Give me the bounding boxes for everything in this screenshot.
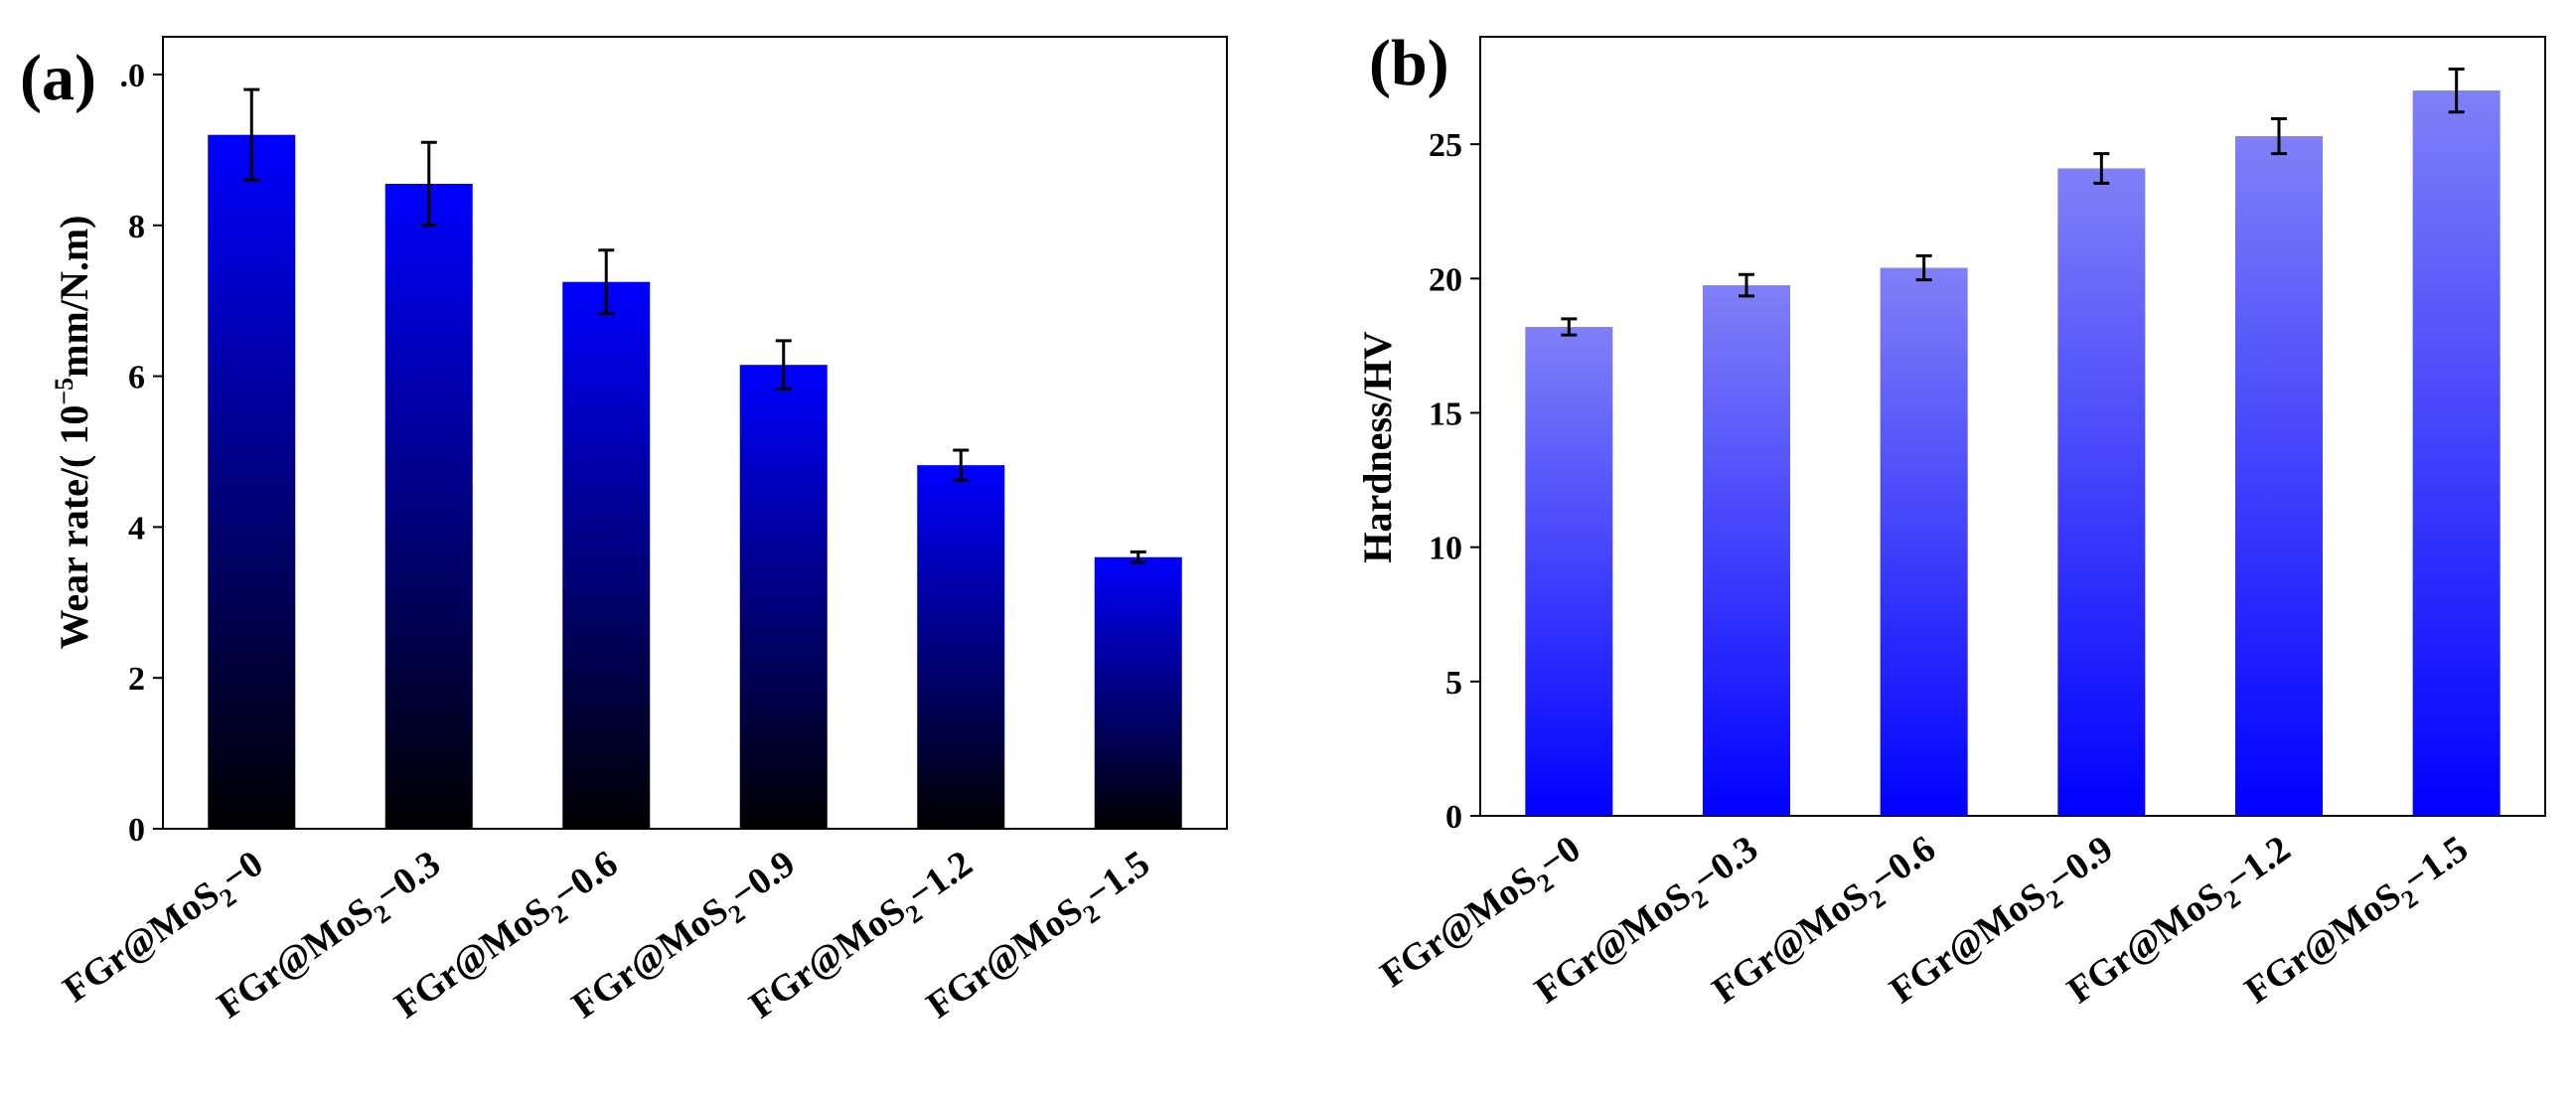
bar [1094, 556, 1182, 829]
bar [2412, 90, 2500, 816]
error-bar [2448, 67, 2465, 114]
error-bar [1561, 317, 1578, 337]
panel-b-label: (b) [1369, 27, 1449, 99]
bar [562, 281, 651, 829]
y-tick-label: 15 [1429, 395, 1462, 432]
error-bar [1130, 550, 1146, 564]
panel-a-label: (a) [20, 42, 96, 114]
y-tick-label: 5 [1445, 665, 1462, 702]
panel-b-x-tick-labels: FGr@MoS2−0FGr@MoS2−0.3FGr@MoS2−0.6FGr@Mo… [1373, 828, 2476, 1012]
bar [1703, 285, 1790, 816]
error-bar [1739, 272, 1754, 298]
bar [2235, 136, 2323, 816]
error-bar [243, 87, 260, 182]
bar [208, 134, 296, 829]
y-tick-label: 6 [128, 360, 145, 396]
panel-a-wear-rate-chart: (a) Wear rate/( 10−5mm/N.m) 0 2 4 6 8 .0 FGr@… [20, 36, 1228, 1027]
panel-b-y-ticks: 0 5 10 15 20 25 [1429, 127, 1480, 836]
bar [739, 365, 828, 829]
y-tick-label: 0 [128, 812, 145, 849]
error-bar [1915, 253, 1932, 282]
panel-a-plot-frame [162, 36, 1228, 830]
panel-a-y-ticks: 0 2 4 6 8 .0 [120, 58, 163, 849]
error-bar [420, 140, 437, 228]
error-bar [2271, 116, 2287, 156]
error-bar [2093, 152, 2110, 185]
y-tick-label: 4 [128, 510, 145, 547]
y-tick-label: 25 [1429, 127, 1462, 164]
bar [917, 465, 1005, 829]
panel-a-bars [208, 87, 1182, 829]
bar [1525, 326, 1613, 816]
bar [2057, 168, 2146, 816]
error-bar [775, 339, 792, 391]
y-tick-label: 2 [128, 661, 145, 698]
panel-a-y-axis-title: Wear rate/( 10−5mm/N.m) [50, 216, 96, 650]
panel-a-x-tick-labels: FGr@MoS2−0FGr@MoS2−0.3FGr@MoS2−0.6FGr@Mo… [56, 843, 1157, 1027]
bar [384, 184, 473, 829]
bar [1880, 267, 1968, 816]
panel-b-bars [1525, 67, 2500, 816]
y-tick-label: 0 [1445, 799, 1462, 836]
y-tick-label: .0 [120, 58, 146, 94]
error-bar [953, 448, 970, 482]
panel-b-y-axis-title: Hardness/HV [1355, 331, 1400, 562]
y-tick-label: 20 [1429, 261, 1462, 298]
panel-b-plot-frame [1479, 36, 2546, 817]
y-tick-label: 10 [1429, 531, 1462, 567]
y-tick-label: 8 [128, 209, 145, 245]
error-bar [598, 248, 615, 316]
panel-b-hardness-chart: (b) Hardness/HV 0 5 10 15 20 25 FGr@MoS2−0FGr… [1355, 27, 2546, 1012]
